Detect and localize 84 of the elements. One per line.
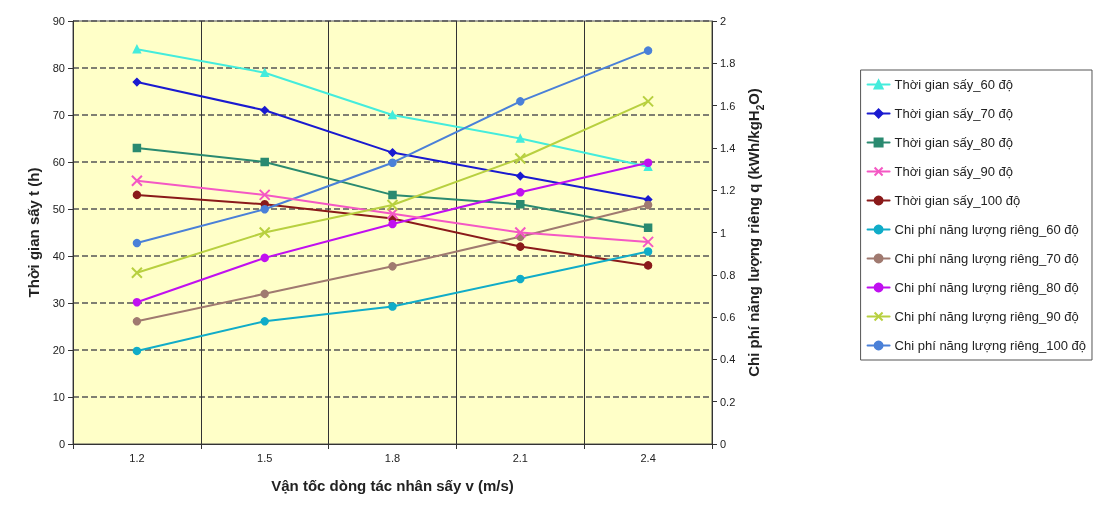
point	[258, 226, 271, 239]
y-tick-label: 90	[52, 15, 65, 27]
point	[386, 199, 399, 212]
legend-label: Thời gian sấy_60 độ	[894, 77, 1013, 92]
point	[516, 242, 525, 251]
point	[260, 68, 269, 77]
legend-label: Chi phí năng lượng riêng_60 độ	[894, 222, 1079, 237]
point	[260, 289, 269, 299]
y-tick-label: 50	[52, 203, 65, 215]
point	[642, 95, 655, 108]
y2-tick-label: 0.4	[720, 353, 736, 366]
point	[260, 157, 269, 167]
y2-tick-label: 1	[720, 226, 727, 239]
point	[516, 200, 525, 209]
y2-tick-label: 0	[720, 438, 727, 450]
legend-label: Thời gian sấy_90 độ	[894, 164, 1013, 179]
y-tick-label: 60	[52, 156, 65, 168]
y2-tick-label: 1.2	[720, 184, 736, 197]
point	[260, 204, 269, 214]
y-tick-label: 20	[52, 344, 65, 356]
point	[130, 266, 143, 279]
point	[260, 253, 269, 263]
point	[388, 219, 397, 229]
point	[132, 44, 142, 54]
point	[514, 226, 527, 239]
y2-tick-label: 0.2	[720, 395, 736, 408]
x-tick-label: 2.4	[640, 451, 656, 464]
point	[643, 200, 653, 210]
point	[132, 77, 142, 87]
point	[514, 152, 527, 165]
y2-tick-label: 1.4	[720, 141, 736, 154]
point	[388, 158, 397, 167]
legend-label: Chi phí năng lượng riêng_90 độ	[894, 309, 1079, 324]
x-axis-title: Vận tốc dòng tác nhân sấy v (m/s)	[271, 477, 514, 494]
point	[132, 190, 142, 200]
point	[643, 223, 653, 233]
point	[516, 171, 525, 181]
y-tick-label: 10	[52, 391, 65, 403]
point	[130, 174, 143, 187]
point	[516, 188, 525, 197]
point	[516, 97, 525, 106]
legend-label: Thời gian sấy_80 độ	[894, 135, 1013, 150]
y-axis-title: Thời gian sấy t (h)	[25, 167, 42, 298]
point	[388, 148, 397, 157]
point	[388, 110, 397, 120]
point	[388, 262, 397, 271]
legend-label: Thời gian sấy_70 độ	[894, 106, 1013, 121]
y2-tick-label: 0.6	[720, 311, 736, 324]
point	[132, 298, 142, 307]
y-tick-label: 40	[52, 250, 65, 262]
legend-label: Chi phí năng lượng riêng_100 độ	[894, 338, 1086, 353]
y-tick-label: 30	[52, 297, 65, 309]
y2-tick-label: 1.6	[720, 99, 736, 112]
x-tick-label: 1.2	[129, 451, 145, 464]
point	[132, 317, 142, 326]
point	[258, 188, 271, 201]
point	[260, 106, 269, 115]
point	[388, 190, 397, 200]
point	[643, 261, 653, 270]
point	[388, 302, 397, 311]
y-tick-label: 0	[58, 438, 65, 450]
point	[516, 274, 525, 284]
point	[132, 143, 142, 153]
legend-label: Chi phí năng lượng riêng_70 độ	[894, 251, 1079, 266]
y2-axis-title: Chi phí năng lượng riêng q (kWh/kgH2O)	[745, 88, 766, 377]
point	[643, 247, 653, 256]
x-tick-label: 2.1	[512, 451, 528, 464]
point	[516, 134, 525, 143]
point	[132, 346, 142, 356]
point	[386, 207, 399, 220]
y2-tick-label: 1.8	[720, 57, 736, 70]
point	[643, 158, 653, 167]
point	[132, 238, 142, 248]
point	[642, 235, 655, 248]
x-tick-label: 1.5	[257, 451, 273, 464]
legend-label: Thời gian sấy_100 độ	[894, 193, 1021, 208]
y-tick-label: 70	[52, 109, 65, 121]
y2-tick-label: 2	[720, 15, 727, 27]
point	[643, 46, 653, 55]
x-tick-label: 1.8	[384, 451, 401, 464]
legend-label: Chi phí năng lượng riêng_80 độ	[894, 280, 1079, 295]
point	[260, 317, 269, 326]
y-tick-label: 80	[52, 62, 65, 74]
y2-tick-label: 0.8	[720, 268, 736, 281]
